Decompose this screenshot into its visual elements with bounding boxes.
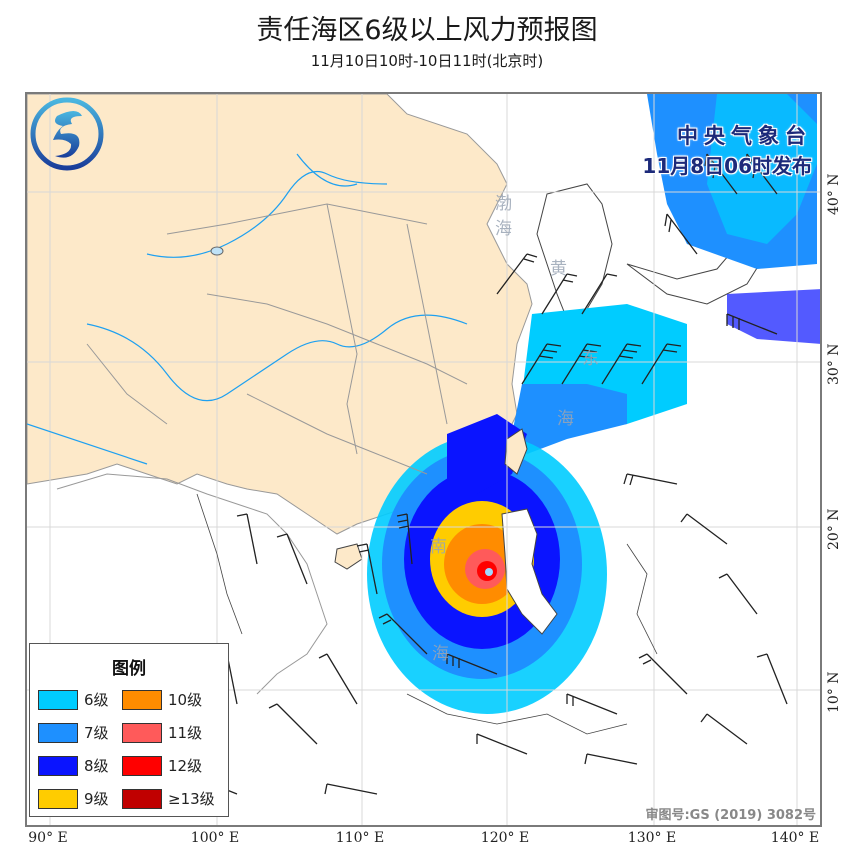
province-borders xyxy=(86,203,468,475)
map-approval-number: 审图号:GS (2019) 3082号 xyxy=(645,808,816,823)
legend-swatch-9 xyxy=(38,788,78,809)
sea-label-east-2: 海 xyxy=(557,409,574,429)
legend-swatch-10 xyxy=(122,689,162,710)
wind-zone-6-north-light xyxy=(707,94,817,244)
lon-tick-110: 110° E xyxy=(335,830,385,846)
cma-logo-icon xyxy=(30,97,104,171)
legend-label-8: 8级 xyxy=(84,757,109,775)
sea-label-yellow: 黄 xyxy=(550,259,567,279)
typhoon-eye xyxy=(485,568,493,576)
legend-label-12: 12级 xyxy=(168,757,203,775)
lon-tick-100: 100° E xyxy=(190,830,240,846)
sea-label-south-2: 海 xyxy=(432,644,449,664)
lon-tick-120: 120° E xyxy=(480,830,530,846)
wind-forecast-map[interactable]: 渤 海 黄 东 海 南 海 中央气象台 11月8日06时发布 图例 6级 10级… xyxy=(25,92,822,827)
sea-label-south-1: 南 xyxy=(430,537,447,557)
page-title: 责任海区6级以上风力预报图 xyxy=(256,15,598,46)
forecast-period: 11月10日10时-10日11时(北京时) xyxy=(310,52,544,70)
lon-tick-140: 140° E xyxy=(770,830,820,846)
map-canvas xyxy=(27,94,820,825)
lat-tick-30: 30° N xyxy=(826,343,842,385)
legend-label-7: 7级 xyxy=(84,724,109,742)
legend-swatch-8 xyxy=(38,755,78,776)
sea-label-bohai-1: 渤 xyxy=(495,194,512,214)
legend-swatch-7 xyxy=(38,722,78,743)
lon-tick-90: 90° E xyxy=(28,830,68,846)
legend-swatch-6 xyxy=(38,689,78,710)
hainan-island xyxy=(334,543,363,570)
legend-swatch-13 xyxy=(122,788,162,809)
legend-label-6: 6级 xyxy=(84,691,109,709)
lat-tick-40: 40° N xyxy=(826,173,842,215)
issuer-block: 中央气象台 11月8日06时发布 xyxy=(642,120,812,179)
legend-swatch-11 xyxy=(122,722,162,743)
legend-label-9: 9级 xyxy=(84,790,109,808)
legend-label-10: 10级 xyxy=(168,691,203,709)
lon-tick-130: 130° E xyxy=(627,830,677,846)
sea-label-east-1: 东 xyxy=(582,349,599,369)
coastlines xyxy=(196,493,658,735)
sea-label-bohai-2: 海 xyxy=(495,219,512,239)
luzon-island xyxy=(501,508,558,635)
wind-zone-east-japan xyxy=(727,289,820,344)
legend-label-13: ≥13级 xyxy=(168,790,215,808)
legend: 图例 6级 10级 7级 11级 8级 12级 9级 ≥13级 xyxy=(29,643,229,817)
legend-title: 图例 xyxy=(112,659,146,679)
lat-tick-20: 20° N xyxy=(826,508,842,550)
legend-label-11: 11级 xyxy=(168,724,203,742)
wind-zone-east-sea-7 xyxy=(512,384,627,454)
lat-tick-10: 10° N xyxy=(826,671,842,713)
legend-swatch-12 xyxy=(122,755,162,776)
qinghai-lake xyxy=(210,246,224,256)
rivers xyxy=(27,153,468,465)
taiwan-island xyxy=(504,428,528,475)
korea-peninsula xyxy=(536,183,613,320)
issuer-org: 中央气象台 xyxy=(677,124,812,148)
issue-time: 11月8日06时发布 xyxy=(642,154,812,178)
